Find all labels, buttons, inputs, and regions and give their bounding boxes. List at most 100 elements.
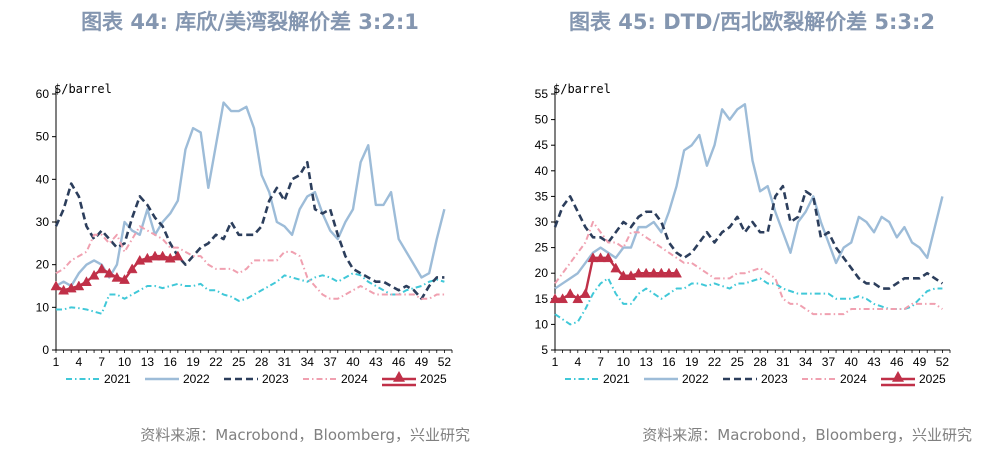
data-point-2025	[81, 276, 92, 286]
series-line-2021	[554, 277, 943, 326]
data-point-2025	[88, 269, 100, 280]
data-point-2025	[640, 267, 652, 278]
x-tick-label: 1	[53, 355, 60, 369]
x-tick-label: 25	[232, 355, 246, 369]
x-tick-label: 4	[76, 355, 83, 369]
data-point-2025	[595, 252, 607, 263]
x-tick-label: 16	[164, 355, 178, 369]
y-tick-label: 0	[42, 343, 49, 357]
chart-panel-right: 图表 45: DTD/西北欧裂解价差 5:3:2 $/barrel 5 10 15 20…	[502, 0, 1002, 451]
x-tick-label: 16	[662, 355, 676, 369]
x-tick-label: 43	[369, 355, 383, 369]
y-tick-label: 50	[36, 130, 50, 144]
data-point-2025	[655, 267, 667, 278]
legend-label: 2024	[341, 372, 368, 386]
x-tick-label: 28	[753, 355, 767, 369]
x-tick-label: 34	[799, 355, 813, 369]
x-tick-label: 46	[392, 355, 406, 369]
data-point-2025	[149, 250, 161, 261]
y-tick-label: 10	[535, 317, 549, 331]
y-tick-label: 55	[535, 87, 549, 101]
x-tick-label: 4	[574, 355, 581, 369]
x-tick-label: 31	[776, 355, 790, 369]
x-tick-label: 7	[597, 355, 604, 369]
data-point-2025	[625, 270, 637, 281]
legend-label: 2024	[840, 372, 867, 386]
x-tick-label: 52	[936, 355, 950, 369]
x-tick-label: 49	[913, 355, 927, 369]
data-point-2025	[172, 250, 184, 261]
x-tick-label: 19	[685, 355, 699, 369]
y-tick-label: 10	[36, 300, 50, 314]
legend-item-2023: 2023	[224, 372, 289, 386]
data-point-2025	[579, 288, 591, 298]
data-point-2025	[633, 267, 644, 278]
data-point-2025	[671, 267, 682, 278]
x-tick-label: 10	[118, 355, 132, 369]
series-line-2023	[553, 184, 944, 290]
data-point-2025	[549, 293, 561, 304]
x-tick-label: 22	[209, 355, 223, 369]
y-tick-label: 40	[535, 164, 549, 178]
data-point-2025	[602, 252, 614, 263]
data-point-2025	[587, 252, 599, 263]
source-note: 资料来源：Macrobond，Bloomberg，兴业研究	[642, 426, 972, 444]
x-tick-label: 46	[890, 355, 904, 369]
data-point-2025	[557, 293, 569, 304]
data-point-2025	[126, 263, 138, 274]
line-chart-left: $/barrel 0 10 20 30 40 50 60 1 4 7 10 13 16 19 22 25 28 31…	[36, 82, 453, 387]
x-tick-label: 13	[141, 355, 155, 369]
legend-item-2024: 2024	[303, 372, 368, 386]
x-tick-label: 37	[822, 355, 836, 369]
legend-label: 2023	[262, 372, 289, 386]
legend-item-2025: 2025	[382, 371, 447, 387]
legend-marker	[393, 371, 405, 382]
x-tick-label: 28	[255, 355, 269, 369]
legend-item-2024: 2024	[802, 372, 867, 386]
data-point-2025	[610, 262, 622, 273]
y-axis-label: $/barrel	[553, 82, 611, 96]
data-point-2025	[96, 263, 108, 274]
legend-label: 2025	[919, 372, 946, 386]
legend-item-2022: 2022	[145, 372, 210, 386]
x-tick-label: 31	[278, 355, 292, 369]
legend-label: 2022	[682, 372, 709, 386]
x-tick-label: 22	[708, 355, 722, 369]
data-point-2025	[111, 271, 123, 282]
x-tick-label: 43	[867, 355, 881, 369]
y-tick-label: 20	[535, 266, 549, 280]
x-tick-label: 10	[617, 355, 631, 369]
data-point-2025	[663, 267, 675, 278]
legend-label: 2022	[183, 372, 210, 386]
chart-title: 图表 45: DTD/西北欧裂解价差 5:3:2	[568, 10, 936, 34]
series-line-2022	[55, 101, 446, 288]
legend-item-2021: 2021	[565, 372, 630, 386]
legend-label: 2021	[603, 372, 630, 386]
data-point-2025	[572, 293, 584, 304]
series-line-2024	[55, 225, 445, 300]
y-tick-label: 25	[535, 241, 549, 255]
legend-label: 2023	[761, 372, 788, 386]
y-tick-label: 60	[36, 87, 50, 101]
legend-label: 2025	[420, 372, 447, 386]
x-tick-label: 49	[415, 355, 429, 369]
y-tick-label: 50	[535, 113, 549, 127]
x-tick-label: 37	[323, 355, 337, 369]
data-point-2025	[119, 274, 130, 284]
y-tick-label: 30	[535, 215, 549, 229]
x-tick-label: 13	[639, 355, 653, 369]
legend-marker	[892, 371, 904, 382]
y-tick-label: 45	[535, 138, 549, 152]
source-note: 资料来源：Macrobond，Bloomberg，兴业研究	[140, 426, 470, 444]
x-tick-label: 40	[346, 355, 360, 369]
x-tick-label: 7	[98, 355, 105, 369]
series-line-2022	[554, 103, 944, 290]
y-axis-label: $/barrel	[54, 82, 112, 96]
y-tick-label: 15	[535, 292, 549, 306]
y-tick-label: 40	[36, 172, 50, 186]
x-tick-label: 19	[186, 355, 200, 369]
data-point-2025	[103, 267, 115, 278]
data-point-2025	[617, 270, 629, 281]
chart-panel-left: 图表 44: 库欣/美湾裂解价差 3:2:1 $/barrel 0 10 20 30 40…	[0, 0, 500, 451]
legend-item-2022: 2022	[644, 372, 709, 386]
